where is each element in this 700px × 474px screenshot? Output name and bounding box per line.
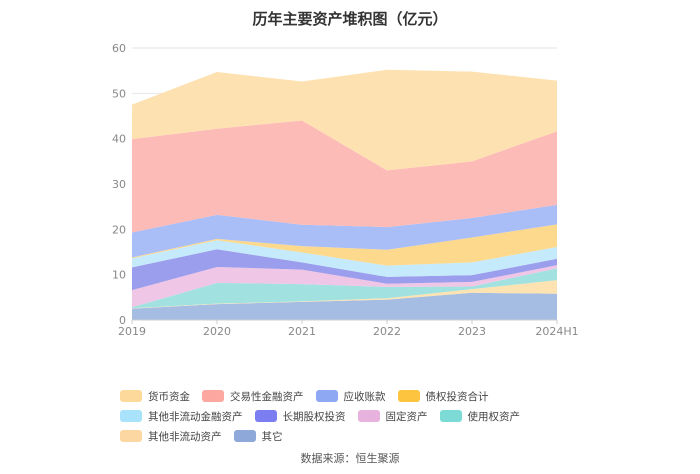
legend-item[interactable]: 长期股权投资	[254, 408, 346, 424]
x-tick-label: 2022	[373, 325, 401, 338]
legend-swatch	[357, 410, 380, 422]
chart-title: 历年主要资产堆积图（亿元）	[252, 10, 448, 28]
legend-item[interactable]: 固定资产	[357, 408, 428, 424]
legend-label: 其他非流动金融资产	[148, 410, 243, 423]
legend-item[interactable]: 债权投资合计	[397, 388, 489, 404]
legend-item[interactable]: 其他非流动资产	[120, 428, 222, 444]
legend-swatch	[233, 430, 256, 442]
x-tick-label: 2023	[458, 325, 486, 338]
legend-label: 交易性金融资产	[230, 390, 304, 403]
area-货币资金	[132, 69, 557, 171]
y-tick-label: 40	[112, 133, 126, 146]
y-tick-label: 20	[112, 223, 126, 236]
legend-item[interactable]: 交易性金融资产	[202, 388, 304, 404]
area-其他非流动金融资产	[132, 240, 557, 277]
legend-label: 其他非流动资产	[148, 430, 222, 443]
x-tick-label: 2020	[203, 325, 231, 338]
legend-swatch	[120, 430, 142, 442]
legend-label: 使用权资产	[467, 410, 521, 423]
legend-swatch	[120, 410, 142, 422]
legend-item[interactable]: 应收账款	[315, 388, 386, 404]
legend-label: 长期股权投资	[282, 410, 346, 423]
legend-item[interactable]: 货币资金	[120, 388, 190, 404]
legend-label: 货币资金	[148, 390, 190, 403]
area-债权投资合计	[132, 224, 557, 266]
legend-label: 其它	[261, 430, 283, 443]
legend-swatch	[254, 410, 277, 422]
legend: 货币资金 交易性金融资产 应收账款 债权投资合计其他非流动金融资产 长期股权投资 固定资产…	[120, 388, 600, 444]
x-tick-label: 2019	[118, 325, 146, 338]
legend-item[interactable]: 其它	[233, 428, 283, 444]
area-使用权资产	[132, 268, 557, 309]
y-tick-label: 50	[112, 87, 126, 100]
legend-swatch	[315, 390, 338, 402]
legend-item[interactable]: 使用权资产	[439, 408, 521, 424]
x-tick-label: 2021	[288, 325, 316, 338]
legend-label: 固定资产	[385, 410, 428, 423]
legend-swatch	[439, 410, 462, 422]
legend-swatch	[202, 390, 224, 402]
y-tick-label: 30	[112, 178, 126, 191]
y-axis-ticks: 0 10 20 30 40 50 60	[112, 42, 126, 327]
y-tick-label: 60	[112, 42, 126, 55]
legend-item[interactable]: 其他非流动金融资产	[120, 408, 243, 424]
y-tick-label: 0	[119, 314, 126, 327]
legend-label: 债权投资合计	[425, 390, 489, 403]
x-tick-label: 2024H1	[535, 325, 578, 338]
area-固定资产	[132, 265, 557, 308]
area-其它	[132, 292, 557, 320]
y-tick-label: 10	[112, 269, 126, 282]
data-source: 数据来源：恒生聚源	[300, 452, 400, 465]
legend-swatch	[397, 390, 420, 402]
area-应收账款	[132, 204, 557, 258]
x-axis-ticks: 2019 2020 2021 2022 2023 2024H1	[118, 320, 579, 338]
legend-label: 应收账款	[343, 390, 386, 403]
legend-swatch	[120, 390, 142, 402]
area-series	[132, 69, 557, 320]
area-交易性金融资产	[132, 120, 557, 233]
